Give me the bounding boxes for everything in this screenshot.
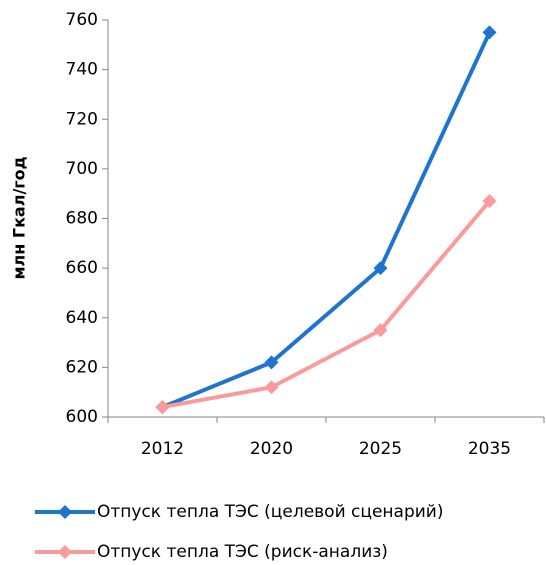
x-tick-label: 2035 xyxy=(468,439,511,459)
y-tick-label: 620 xyxy=(66,357,98,377)
y-tick-label: 660 xyxy=(66,258,98,278)
marker xyxy=(155,400,170,415)
legend-marker xyxy=(58,545,72,559)
marker xyxy=(482,25,497,40)
y-tick-label: 680 xyxy=(66,209,98,229)
y-tick-label: 640 xyxy=(66,308,98,328)
y-tick-label: 740 xyxy=(66,60,98,80)
marker xyxy=(373,323,388,338)
marker xyxy=(482,194,497,209)
legend-label: Отпуск тепла ТЭС (риск-анализ) xyxy=(97,542,388,562)
marker xyxy=(264,380,279,395)
y-tick-label: 760 xyxy=(66,10,98,30)
y-tick-label: 720 xyxy=(66,109,98,129)
x-tick-label: 2025 xyxy=(359,439,402,459)
x-tick-label: 2012 xyxy=(141,439,184,459)
marker xyxy=(373,261,388,276)
series-line xyxy=(161,31,492,409)
series-line xyxy=(162,199,492,410)
marker xyxy=(264,355,279,370)
legend-marker xyxy=(58,505,72,519)
y-tick-label: 700 xyxy=(66,159,98,179)
legend-label: Отпуск тепла ТЭС (целевой сценарий) xyxy=(97,502,443,522)
x-tick-label: 2020 xyxy=(250,439,293,459)
y-axis-label: млн Гкал/год xyxy=(10,156,29,279)
y-tick-label: 600 xyxy=(66,407,98,427)
